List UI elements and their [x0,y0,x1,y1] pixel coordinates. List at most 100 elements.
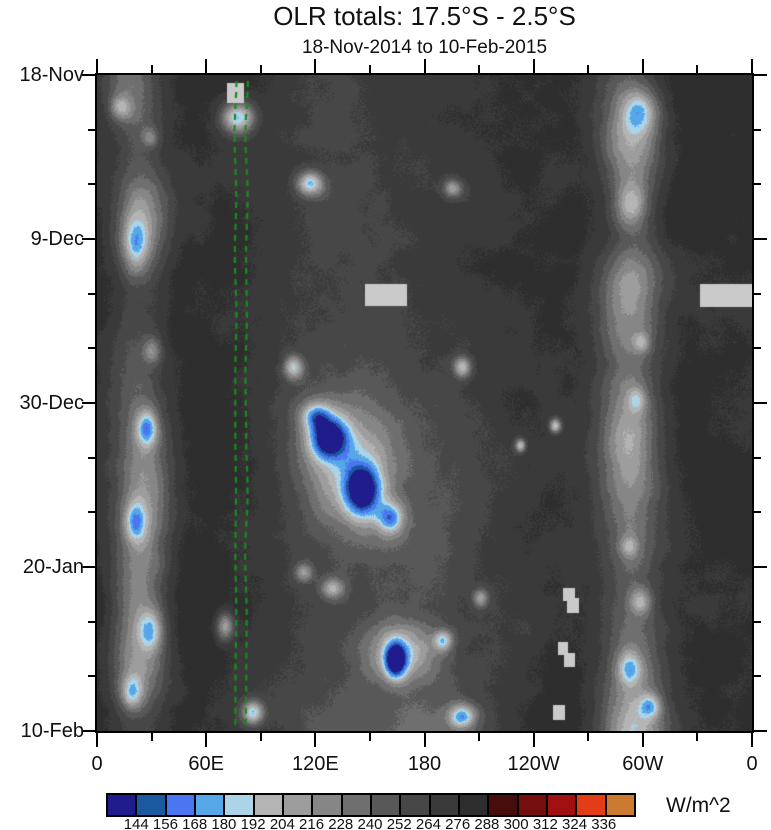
colorbar-tick-label: 168 [182,816,208,830]
x-axis-tick-label: 0 [746,753,758,775]
colorbar-segment [577,795,607,815]
colorbar-segment [371,795,402,815]
axis-tick [82,402,95,404]
colorbar-tick-label: 276 [445,816,471,830]
axis-tick [88,183,95,186]
axis-tick [88,347,95,350]
colorbar-segment [459,795,490,815]
colorbar-segment [547,795,578,815]
y-axis-tick-label: 9-Dec [30,228,84,250]
colorbar-segment [225,795,255,815]
axis-tick [205,59,208,73]
axis-tick [754,74,767,76]
axis-tick [82,730,95,732]
axis-tick [754,402,767,404]
axis-tick [150,733,153,741]
axis-tick [150,65,153,73]
axis-tick [587,733,590,741]
axis-tick [754,675,761,678]
x-axis-tick-label: 120E [291,753,339,775]
colorbar-segment [401,795,431,815]
axis-tick [368,733,371,741]
axis-tick [641,59,644,73]
axis-tick [88,511,95,514]
colorbar-tick-label: 156 [152,816,178,830]
axis-tick [96,733,98,747]
y-axis-tick-label: 18-Nov [19,64,84,86]
y-axis-tick-label: 10-Feb [20,720,84,742]
colorbar-tick-label: 144 [123,816,149,830]
axis-tick [532,733,535,747]
colorbar-tick-label: 264 [415,816,441,830]
axis-tick [423,59,426,73]
colorbar-segment [489,795,519,815]
page-title: OLR totals: 17.5°S - 2.5°S [273,1,576,31]
axis-tick [314,733,317,747]
axis-tick [754,238,767,240]
colorbar-tick-label: 300 [503,816,529,830]
colorbar-segment [166,795,196,815]
axis-tick [96,59,98,73]
y-axis-tick-label: 20-Jan [22,556,84,578]
colorbar-tick-label: 288 [474,816,500,830]
hovmoller-field-canvas [97,75,752,731]
axis-tick [205,733,208,747]
colorbar-tick-label: 336 [591,816,617,830]
colorbar-segment [430,795,460,815]
axis-tick [754,347,761,350]
colorbar-tick-label: 312 [532,816,558,830]
axis-tick [88,620,95,623]
axis-tick [641,733,644,747]
colorbar-unit-label: W/m^2 [666,794,731,817]
axis-tick [751,59,753,73]
axis-tick [754,128,761,131]
colorbar [106,793,636,817]
axis-tick [82,238,95,240]
axis-tick [754,730,767,732]
x-axis-tick-label: 180 [407,753,442,775]
colorbar-segment [137,795,167,815]
colorbar-segment [195,795,226,815]
colorbar-tick-label: 252 [386,816,412,830]
axis-tick [259,65,262,73]
colorbar-segment [283,795,314,815]
axis-tick [478,65,481,73]
axis-tick [82,566,95,568]
colorbar-tick-label: 228 [328,816,354,830]
axis-tick [423,733,426,747]
colorbar-segment [606,795,634,815]
plot-frame [95,73,754,733]
page-subtitle: 18-Nov-2014 to 10-Feb-2015 [301,37,548,58]
axis-tick [88,292,95,295]
axis-tick [88,675,95,678]
colorbar-tick-label: 324 [562,816,588,830]
x-axis-tick-label: 0 [91,753,103,775]
colorbar-tick-label: 240 [357,816,383,830]
axis-tick [754,456,761,459]
colorbar-segment [342,795,372,815]
axis-tick [88,456,95,459]
axis-tick [754,292,761,295]
colorbar-tick-label: 204 [269,816,295,830]
axis-tick [368,65,371,73]
axis-tick [82,74,95,76]
x-axis-tick-label: 120W [507,753,560,775]
colorbar-segment [108,795,138,815]
colorbar-tick-label: 180 [211,816,237,830]
colorbar-tick-label: 216 [299,816,325,830]
colorbar-segment [313,795,343,815]
axis-tick [478,733,481,741]
x-axis-tick-label: 60E [188,753,224,775]
axis-tick [696,733,699,741]
axis-tick [88,128,95,131]
axis-tick [754,183,761,186]
colorbar-tick-label: 192 [240,816,266,830]
axis-tick [532,59,535,73]
axis-tick [754,511,761,514]
colorbar-segment [254,795,284,815]
axis-tick [314,59,317,73]
axis-tick [751,733,753,747]
x-axis-tick-label: 60W [622,753,664,775]
axis-tick [754,566,767,568]
